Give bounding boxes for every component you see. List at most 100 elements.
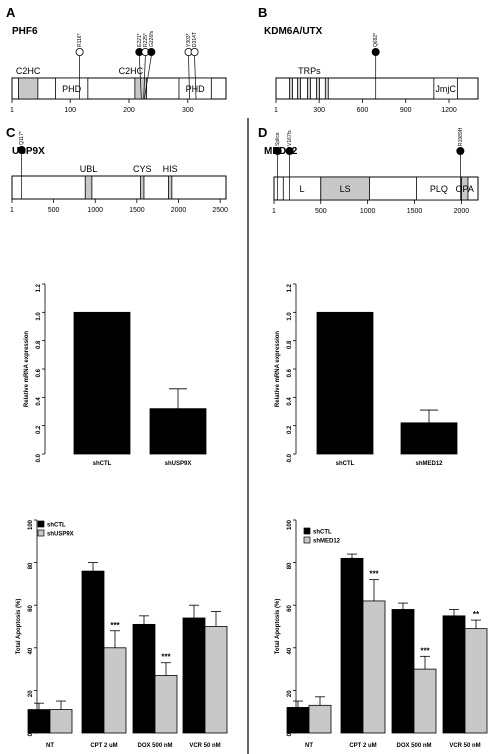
axis-tick-label: 1500 — [407, 208, 423, 215]
y-tick-label: 100 — [28, 519, 34, 530]
axis-tick-label: 300 — [313, 107, 325, 114]
y-tick-label: 0.2 — [287, 425, 293, 434]
domain-box — [84, 175, 93, 200]
y-tick-label: 0.8 — [36, 340, 42, 349]
y-tick-label: 1.0 — [36, 312, 42, 321]
bar — [204, 626, 228, 734]
bar — [27, 709, 51, 734]
domain-label: PHD — [62, 84, 82, 94]
panel-letter-b: B — [258, 5, 267, 20]
axis-tick-label: 500 — [315, 208, 327, 215]
bar — [103, 647, 127, 734]
legend-swatch — [37, 529, 45, 537]
bar — [464, 628, 488, 734]
legend-swatch — [303, 536, 311, 544]
mutation-marker — [371, 48, 380, 57]
axis-tick-label: 500 — [48, 207, 60, 214]
bar — [413, 668, 437, 734]
axis-tick-label: 1000 — [87, 207, 103, 214]
y-tick-label: 0 — [28, 732, 34, 736]
axis-tick-label: 1 — [10, 107, 14, 114]
x-category-label: CPT 2 uM — [90, 743, 117, 749]
mutation-label: Q117* — [19, 131, 25, 145]
bar — [132, 623, 156, 734]
axis-tick-label: 2000 — [454, 208, 470, 215]
axis-tick-label: 1500 — [129, 207, 145, 214]
mutation-marker — [147, 48, 156, 57]
mutation-marker — [190, 48, 199, 57]
domain-box — [18, 77, 39, 100]
domain-label: C2HC — [16, 66, 41, 76]
y-tick-label: 60 — [287, 605, 293, 612]
domain-box — [461, 176, 469, 201]
y-tick-label: 100 — [287, 519, 293, 530]
y-tick-label: 20 — [287, 690, 293, 697]
significance-marker: *** — [369, 570, 379, 579]
y-tick-label: 80 — [287, 562, 293, 569]
trp-repeat — [297, 77, 301, 100]
domain-label: L — [300, 184, 305, 194]
bar — [400, 422, 458, 455]
x-category-label: shCTL — [336, 461, 355, 467]
domain-label: CYS — [133, 164, 152, 174]
mutation-label: Y303* — [186, 33, 192, 47]
domain-box — [320, 176, 370, 201]
legend-label: shMED12 — [313, 539, 341, 545]
trp-repeat — [289, 77, 293, 100]
gene-name-b: KDM6A/UTX — [264, 26, 323, 37]
y-tick-label: 1.2 — [36, 283, 42, 292]
mutation-label: Splice — [275, 132, 281, 146]
mutation-label: Q692* — [373, 33, 379, 47]
axis-tick-label: 1 — [272, 208, 276, 215]
mutation-marker — [273, 146, 282, 155]
domain-label: JmjC — [435, 84, 456, 94]
mutation-marker — [75, 48, 84, 57]
bar — [308, 704, 332, 734]
y-tick-label: 0.2 — [36, 425, 42, 434]
y-tick-label: 0.0 — [287, 453, 293, 462]
y-tick-label: 0.0 — [36, 453, 42, 462]
axis-tick-label: 1000 — [360, 208, 376, 215]
y-tick-label: 40 — [28, 647, 34, 654]
chart-D-expression: 0.0 0.2 0.4 0.6 0.8 1.0 1.2 Relative mRNA expre… — [275, 283, 458, 467]
trp-repeat — [307, 77, 311, 100]
domain-box — [433, 77, 458, 100]
panel-letter-c: C — [6, 125, 16, 140]
panel-letter-a: A — [6, 5, 16, 20]
domain-label: C2HC — [119, 66, 144, 76]
bar — [442, 615, 466, 734]
bar — [81, 570, 105, 734]
bar — [362, 600, 386, 734]
bar — [286, 707, 310, 734]
bar — [340, 557, 364, 734]
axis-tick-label: 1 — [274, 107, 278, 114]
bar — [149, 408, 207, 455]
y-tick-label: 0 — [287, 732, 293, 736]
axis-tick-label: 1200 — [441, 107, 457, 114]
axis-tick-label: 300 — [182, 107, 194, 114]
chart-D-apoptosis: 0 20 40 60 80 100 Total Apoptosis (%) NT *** CPT … — [275, 519, 488, 749]
gene-name-a: PHF6 — [12, 26, 38, 37]
y-tick-label: 0.6 — [287, 368, 293, 377]
y-tick-label: 20 — [28, 690, 34, 697]
trp-repeat — [316, 77, 320, 100]
panel-b: B KDM6A/UTX TRPs JmjC 1 300 600 900 1200 Q692* — [258, 5, 479, 114]
axis-tick-label: 900 — [400, 107, 412, 114]
y-tick-label: 0.8 — [287, 340, 293, 349]
panel-d: DMED12LLSPLQOPA1500100015002000SpliceV16… — [258, 125, 479, 215]
mutation-marker — [17, 145, 26, 154]
mutation-label: G226fs — [149, 30, 155, 47]
significance-marker: *** — [420, 646, 430, 655]
y-tick-label: 1.0 — [287, 312, 293, 321]
chart-C-apoptosis: 0 20 40 60 80 100 Total Apoptosis (%) NT *** CPT … — [16, 519, 228, 749]
domain-label: HIS — [163, 164, 178, 174]
x-category-label: NT — [305, 743, 313, 749]
axis-tick-label: 100 — [64, 107, 76, 114]
panel-letter-d: D — [258, 125, 267, 140]
domain-box — [168, 175, 173, 200]
x-category-label: DOX 500 nM — [137, 743, 172, 749]
x-category-label: shCTL — [93, 461, 112, 467]
axis-tick-label: 1 — [10, 207, 14, 214]
